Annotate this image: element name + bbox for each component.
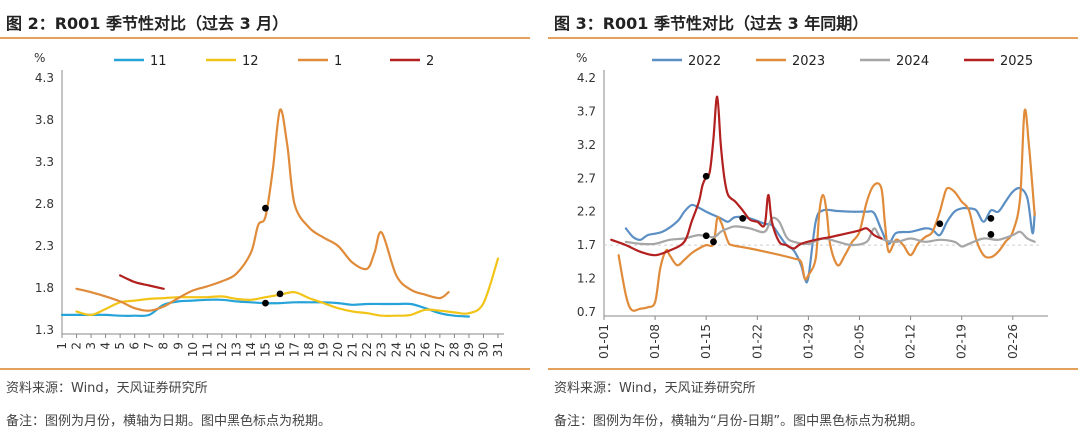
x-tick-label: 02-19 xyxy=(955,324,969,359)
x-tick-label: 15 xyxy=(258,342,272,357)
y-axis-unit: % xyxy=(34,51,45,65)
series-line-12 xyxy=(75,257,500,318)
chart-title: 图 2：R001 季节性对比（过去 3 月） xyxy=(6,14,289,33)
bottom-rule xyxy=(0,368,530,370)
tax-period-point xyxy=(276,290,284,298)
tax-period-point xyxy=(262,299,269,307)
legend-label-2025: 2025 xyxy=(1000,54,1033,69)
remark-note: 备注：图例为年份，横轴为“月份-日期”。图中黑色标点为税期。 xyxy=(554,414,924,429)
chart-title: 图 3：R001 季节性对比（过去 3 年同期） xyxy=(554,14,869,33)
y-tick-label: 4.2 xyxy=(577,71,596,85)
tax-period-point xyxy=(739,215,747,222)
x-tick-label: 01-08 xyxy=(648,324,662,359)
x-tick-label: 29 xyxy=(462,342,476,357)
x-tick-label: 12 xyxy=(215,342,229,357)
x-tick-label: 28 xyxy=(447,342,461,357)
series-line-2025 xyxy=(610,95,883,257)
x-tick-label: 2 xyxy=(70,342,84,350)
y-tick-label: 2.3 xyxy=(35,239,54,253)
x-tick-label: 9 xyxy=(171,342,185,350)
x-tick-label: 20 xyxy=(331,342,345,357)
tax-period-point xyxy=(987,231,995,238)
x-tick-label: 01-15 xyxy=(699,324,713,359)
x-tick-label: 7 xyxy=(142,342,156,350)
y-tick-label: 1.2 xyxy=(577,272,596,286)
x-tick-label: 01-01 xyxy=(597,324,611,359)
r001-monthly-chart: %1.31.82.32.83.33.84.31 2 3 4 5 6 7 8 9 10 11 12 13 1… xyxy=(34,51,505,357)
y-tick-label: 1.7 xyxy=(577,238,596,252)
x-tick-label: 02-26 xyxy=(1006,324,1020,359)
tax-period-point xyxy=(702,232,710,240)
x-tick-label: 16 xyxy=(273,342,287,357)
y-tick-label: 3.3 xyxy=(35,155,54,169)
source-note: 资料来源：Wind，天风证券研究所 xyxy=(554,381,756,396)
y-tick-label: 1.3 xyxy=(35,323,54,337)
tax-period-point xyxy=(262,204,269,212)
y-tick-label: 2.7 xyxy=(577,171,596,185)
y-tick-label: 2.8 xyxy=(35,197,54,211)
x-tick-label: 8 xyxy=(157,342,171,350)
x-tick-label: 02-12 xyxy=(904,324,918,359)
x-tick-label: 27 xyxy=(433,342,447,357)
tax-period-point xyxy=(987,215,995,222)
x-tick-label: 24 xyxy=(389,342,403,357)
tax-period-point xyxy=(702,172,710,180)
y-tick-label: 1.8 xyxy=(35,281,54,295)
series-line-2022 xyxy=(624,186,1036,284)
x-tick-label: 17 xyxy=(288,342,302,357)
series-line-2024 xyxy=(624,216,1036,248)
bottom-rule xyxy=(548,368,1078,370)
x-tick-label: 19 xyxy=(317,342,331,357)
left-chart-panel: 图 2：R001 季节性对比（过去 3 月） % 1.3 1.8 2.3 2.8 3.3 3… xyxy=(0,0,530,440)
x-tick-label: 02-05 xyxy=(853,324,867,359)
series-line-2 xyxy=(119,274,165,290)
x-tick-label: 21 xyxy=(346,342,360,357)
legend-label-2024: 2024 xyxy=(896,54,929,69)
x-tick-label: 11 xyxy=(200,342,214,357)
x-tick-label: 10 xyxy=(186,342,200,357)
legend-label-11: 11 xyxy=(150,54,167,69)
top-rule xyxy=(548,37,1078,39)
x-tick-label: 01-22 xyxy=(750,324,764,359)
series-line-1 xyxy=(75,108,450,312)
legend-label-2023: 2023 xyxy=(792,54,825,69)
r001-yearly-chart: % 0.7 1.2 1.7 2.2 2.7 3.2 3.7 4.2 01-01 01-08 01-15… xyxy=(576,51,1048,359)
x-tick-label: 14 xyxy=(244,342,258,357)
y-tick-label: 3.2 xyxy=(577,138,596,152)
x-tick-label: 30 xyxy=(476,342,490,357)
x-tick-label: 1 xyxy=(55,342,69,350)
x-tick-label: 3 xyxy=(84,342,98,350)
right-chart-panel: 图 3：R001 季节性对比（过去 3 年同期） % 0.7 1.2 1.7 2.2 2.… xyxy=(548,0,1078,440)
y-tick-label: 3.7 xyxy=(577,104,596,118)
tax-period-point xyxy=(710,238,717,246)
legend-label-2022: 2022 xyxy=(688,54,721,69)
x-tick-label: 4 xyxy=(99,342,113,350)
x-tick-label: 22 xyxy=(360,342,374,357)
legend-label-2: 2 xyxy=(426,54,434,69)
y-tick-label: 4.3 xyxy=(35,71,54,85)
remark-note: 备注：图例为月份，横轴为日期。图中黑色标点为税期。 xyxy=(6,414,332,429)
x-tick-label: 23 xyxy=(375,342,389,357)
y-tick-label: 3.8 xyxy=(35,113,54,127)
series-line-2023 xyxy=(617,108,1036,312)
y-tick-label: 2.2 xyxy=(577,205,596,219)
tax-period-point xyxy=(936,220,944,228)
x-tick-label: 18 xyxy=(302,342,316,357)
x-tick-label: 6 xyxy=(128,342,142,350)
source-note: 资料来源：Wind，天风证券研究所 xyxy=(6,381,208,396)
x-tick-label: 13 xyxy=(229,342,243,357)
x-tick-label: 01-29 xyxy=(801,324,815,359)
x-tick-label: 26 xyxy=(418,342,432,357)
x-tick-label: 5 xyxy=(113,342,127,350)
legend-label-12: 12 xyxy=(242,54,259,69)
legend-label-1: 1 xyxy=(334,54,342,69)
y-tick-label: 0.7 xyxy=(577,305,596,319)
x-tick-label: 25 xyxy=(404,342,418,357)
y-axis-unit: % xyxy=(576,51,587,65)
top-rule xyxy=(0,37,530,39)
x-tick-label: 31 xyxy=(491,342,505,357)
